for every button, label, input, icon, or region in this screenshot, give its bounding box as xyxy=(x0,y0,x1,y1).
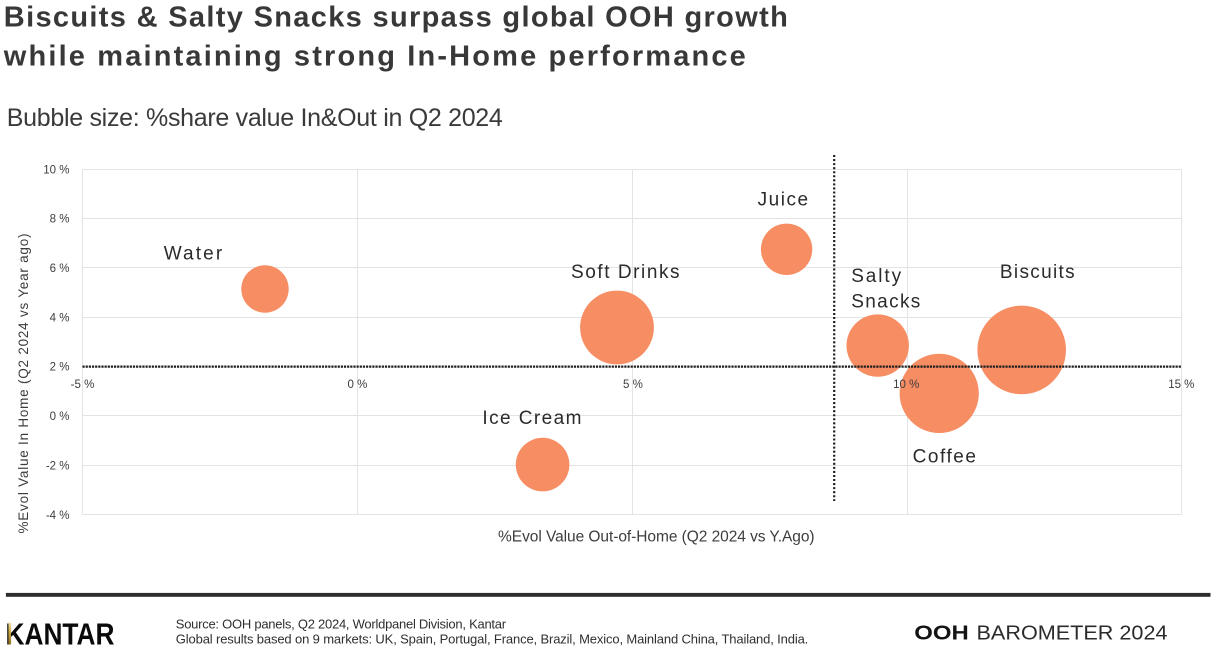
svg-text:0 %: 0 % xyxy=(347,379,367,391)
svg-text:4 %: 4 % xyxy=(50,312,70,324)
svg-text:Global results based on 9 mark: Global results based on 9 markets: UK, S… xyxy=(176,632,809,647)
svg-text:Water: Water xyxy=(164,244,223,265)
svg-text:Juice: Juice xyxy=(758,190,809,211)
svg-text:Bubble size: %share value In&O: Bubble size: %share value In&Out in Q2 2… xyxy=(7,104,503,132)
svg-text:Biscuits: Biscuits xyxy=(1000,262,1075,283)
svg-text:10 %: 10 % xyxy=(43,164,69,176)
svg-text:Source: OOH panels, Q2 2024, W: Source: OOH panels, Q2 2024, Worldpanel … xyxy=(176,617,507,632)
svg-text:-4 %: -4 % xyxy=(46,510,70,522)
svg-text:%Evol Value In Home (Q2 2024 v: %Evol Value In Home (Q2 2024 vs Year ago… xyxy=(16,234,31,534)
svg-text:while maintaining strong In-Ho: while maintaining strong In-Home perform… xyxy=(3,40,746,72)
svg-text:6 %: 6 % xyxy=(50,263,70,275)
svg-text:-2 %: -2 % xyxy=(46,460,70,472)
svg-text:15 %: 15 % xyxy=(1168,379,1194,391)
svg-text:Biscuits & Salty Snacks surpas: Biscuits & Salty Snacks surpass global O… xyxy=(4,2,788,34)
svg-text:8 %: 8 % xyxy=(50,214,70,226)
svg-text:Soft Drinks: Soft Drinks xyxy=(571,262,680,283)
svg-text:0 %: 0 % xyxy=(50,411,70,423)
svg-text:Salty: Salty xyxy=(851,266,901,287)
svg-text:%Evol Value Out-of-Home (Q2 20: %Evol Value Out-of-Home (Q2 2024 vs Y.Ag… xyxy=(498,529,815,546)
svg-text:2 %: 2 % xyxy=(50,362,70,374)
svg-text:-5 %: -5 % xyxy=(71,379,95,391)
svg-text:10 %: 10 % xyxy=(893,379,919,391)
svg-text:BAROMETER 2024: BAROMETER 2024 xyxy=(977,623,1168,645)
svg-text:KANTAR: KANTAR xyxy=(6,617,115,652)
svg-text:Ice Cream: Ice Cream xyxy=(482,408,581,429)
svg-text:Snacks: Snacks xyxy=(851,291,920,312)
svg-text:OOH: OOH xyxy=(914,623,969,645)
svg-text:Coffee: Coffee xyxy=(913,446,976,467)
svg-text:5 %: 5 % xyxy=(623,379,643,391)
